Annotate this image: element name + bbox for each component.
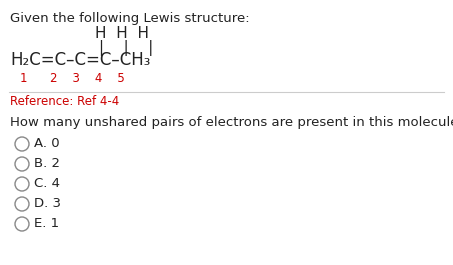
Text: H₂C=C–C=C–CH₃: H₂C=C–C=C–CH₃ [10,51,150,69]
Text: |    |    |: | | | [99,40,154,56]
Text: Reference: Ref 4-4: Reference: Ref 4-4 [10,95,119,108]
Text: C. 4: C. 4 [34,177,60,190]
Text: Given the following Lewis structure:: Given the following Lewis structure: [10,12,250,25]
Text: B. 2: B. 2 [34,157,60,170]
Text: H  H  H: H H H [95,26,149,41]
Text: How many unshared pairs of electrons are present in this molecule?: How many unshared pairs of electrons are… [10,116,453,129]
Text: D. 3: D. 3 [34,197,61,210]
Text: A. 0: A. 0 [34,137,60,150]
Text: E. 1: E. 1 [34,217,59,230]
Text: 1      2    3    4    5: 1 2 3 4 5 [20,72,125,85]
